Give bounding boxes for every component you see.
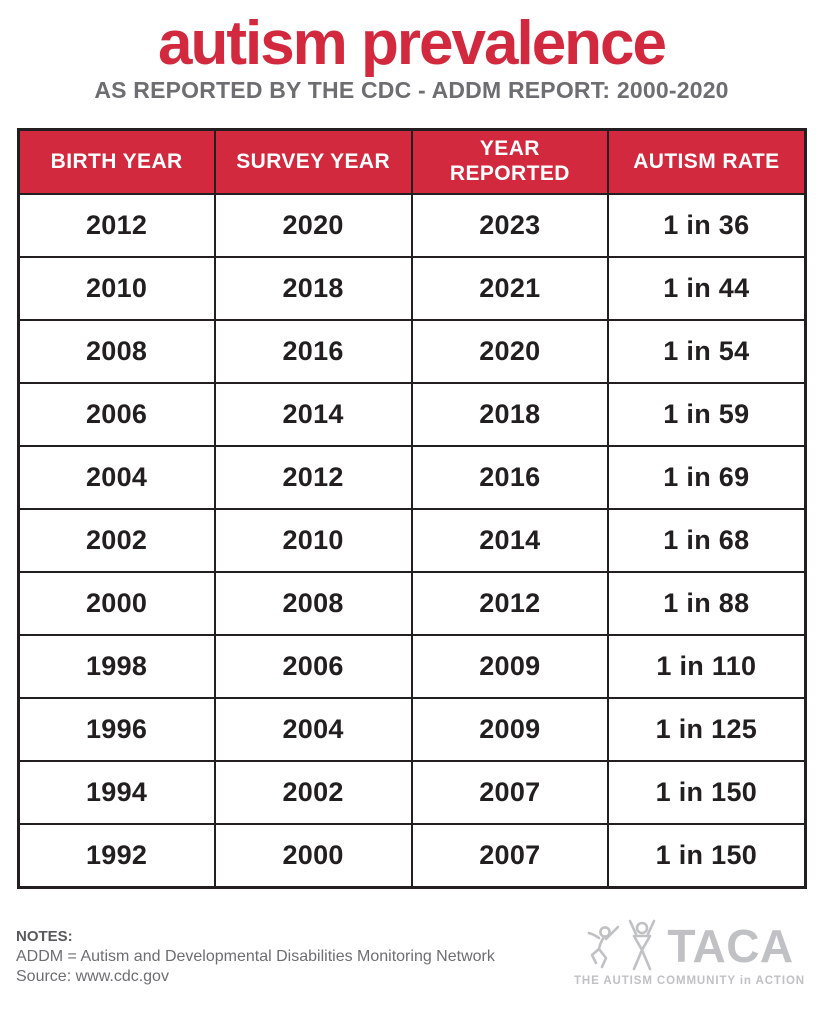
table-cell: 1 in 150 bbox=[607, 823, 806, 889]
notes-label: NOTES: bbox=[16, 928, 73, 946]
table-cell: 2002 bbox=[213, 760, 413, 826]
table-row: 2000 2008 2012 1 in 88 bbox=[17, 571, 806, 637]
table-cell: 2012 bbox=[410, 571, 610, 637]
notes-block: NOTES: ADDM = Autism and Developmental D… bbox=[16, 928, 495, 987]
table-cell: 2014 bbox=[213, 382, 413, 448]
table-cell: 2007 bbox=[410, 823, 610, 889]
table-cell: 2008 bbox=[17, 319, 216, 385]
table-cell: 2012 bbox=[213, 445, 413, 511]
table-cell: 2006 bbox=[17, 382, 216, 448]
column-header-year-reported: YEAR REPORTED bbox=[410, 128, 610, 196]
page-subtitle: AS REPORTED BY THE CDC - ADDM REPORT: 20… bbox=[94, 77, 729, 104]
table-cell: 1 in 69 bbox=[607, 445, 806, 511]
table-cell: 1 in 44 bbox=[607, 256, 806, 322]
table-cell: 2016 bbox=[213, 319, 413, 385]
table-row: 2012 2020 2023 1 in 36 bbox=[17, 193, 806, 259]
table-cell: 1 in 68 bbox=[607, 508, 806, 574]
column-header-autism-rate: AUTISM RATE bbox=[607, 128, 806, 196]
note-source: Source: www.cdc.gov bbox=[16, 968, 169, 986]
taca-wordmark: TACA bbox=[667, 920, 794, 973]
table-cell: 1 in 125 bbox=[607, 697, 806, 763]
table-row: 1992 2000 2007 1 in 150 bbox=[17, 823, 806, 889]
column-header-birth-year: BIRTH YEAR bbox=[17, 128, 216, 196]
footer: NOTES: ADDM = Autism and Developmental D… bbox=[0, 919, 823, 987]
table-cell: 2000 bbox=[17, 571, 216, 637]
table-cell: 2004 bbox=[17, 445, 216, 511]
table-cell: 2008 bbox=[213, 571, 413, 637]
table-row: 2010 2018 2021 1 in 44 bbox=[17, 256, 806, 322]
table-cell: 1 in 110 bbox=[607, 634, 806, 700]
table-cell: 2010 bbox=[17, 256, 216, 322]
table-row: 1998 2006 2009 1 in 110 bbox=[17, 634, 806, 700]
table-body: 2012 2020 2023 1 in 36 2010 2018 2021 1 in 44 20… bbox=[17, 193, 806, 889]
table-row: 2006 2014 2018 1 in 59 bbox=[17, 382, 806, 448]
table-cell: 2020 bbox=[410, 319, 610, 385]
table-cell: 1 in 59 bbox=[607, 382, 806, 448]
table-cell: 1 in 36 bbox=[607, 193, 806, 259]
table-cell: 2007 bbox=[410, 760, 610, 826]
table-cell: 2016 bbox=[410, 445, 610, 511]
table-cell: 2020 bbox=[213, 193, 413, 259]
table-cell: 2023 bbox=[410, 193, 610, 259]
table-cell: 1 in 150 bbox=[607, 760, 806, 826]
table-row: 2002 2010 2014 1 in 68 bbox=[17, 508, 806, 574]
table-cell: 2009 bbox=[410, 697, 610, 763]
table-header: BIRTH YEAR SURVEY YEAR YEAR REPORTED AUT… bbox=[17, 128, 806, 196]
taca-logo-top: TACA bbox=[585, 919, 793, 973]
table-cell: 2010 bbox=[213, 508, 413, 574]
table-cell: 2002 bbox=[17, 508, 216, 574]
prevalence-table: BIRTH YEAR SURVEY YEAR YEAR REPORTED AUT… bbox=[16, 128, 807, 890]
table-cell: 2009 bbox=[410, 634, 610, 700]
table-row: 1996 2004 2009 1 in 125 bbox=[17, 697, 806, 763]
taca-figures-icon bbox=[585, 919, 663, 973]
table-cell: 1998 bbox=[17, 634, 216, 700]
table-cell: 1 in 88 bbox=[607, 571, 806, 637]
page-title: autism prevalence bbox=[157, 9, 667, 78]
table-cell: 2012 bbox=[17, 193, 216, 259]
header-row: BIRTH YEAR SURVEY YEAR YEAR REPORTED AUT… bbox=[17, 128, 806, 196]
table-cell: 2006 bbox=[213, 634, 413, 700]
table-cell: 1 in 54 bbox=[607, 319, 806, 385]
table-cell: 2000 bbox=[213, 823, 413, 889]
table-cell: 1992 bbox=[17, 823, 216, 889]
column-header-survey-year: SURVEY YEAR bbox=[213, 128, 413, 196]
table-cell: 1994 bbox=[17, 760, 216, 826]
table-cell: 1996 bbox=[17, 697, 216, 763]
note-addm-definition: ADDM = Autism and Developmental Disabili… bbox=[16, 948, 495, 966]
table-row: 2008 2016 2020 1 in 54 bbox=[17, 319, 806, 385]
table-row: 2004 2012 2016 1 in 69 bbox=[17, 445, 806, 511]
table-cell: 2021 bbox=[410, 256, 610, 322]
table-cell: 2018 bbox=[410, 382, 610, 448]
taca-tagline: THE AUTISM COMMUNITY in ACTION bbox=[573, 975, 805, 988]
table-row: 1994 2002 2007 1 in 150 bbox=[17, 760, 806, 826]
table-cell: 2004 bbox=[213, 697, 413, 763]
table-cell: 2014 bbox=[410, 508, 610, 574]
table-cell: 2018 bbox=[213, 256, 413, 322]
taca-logo: TACA THE AUTISM COMMUNITY in ACTION bbox=[574, 919, 807, 987]
